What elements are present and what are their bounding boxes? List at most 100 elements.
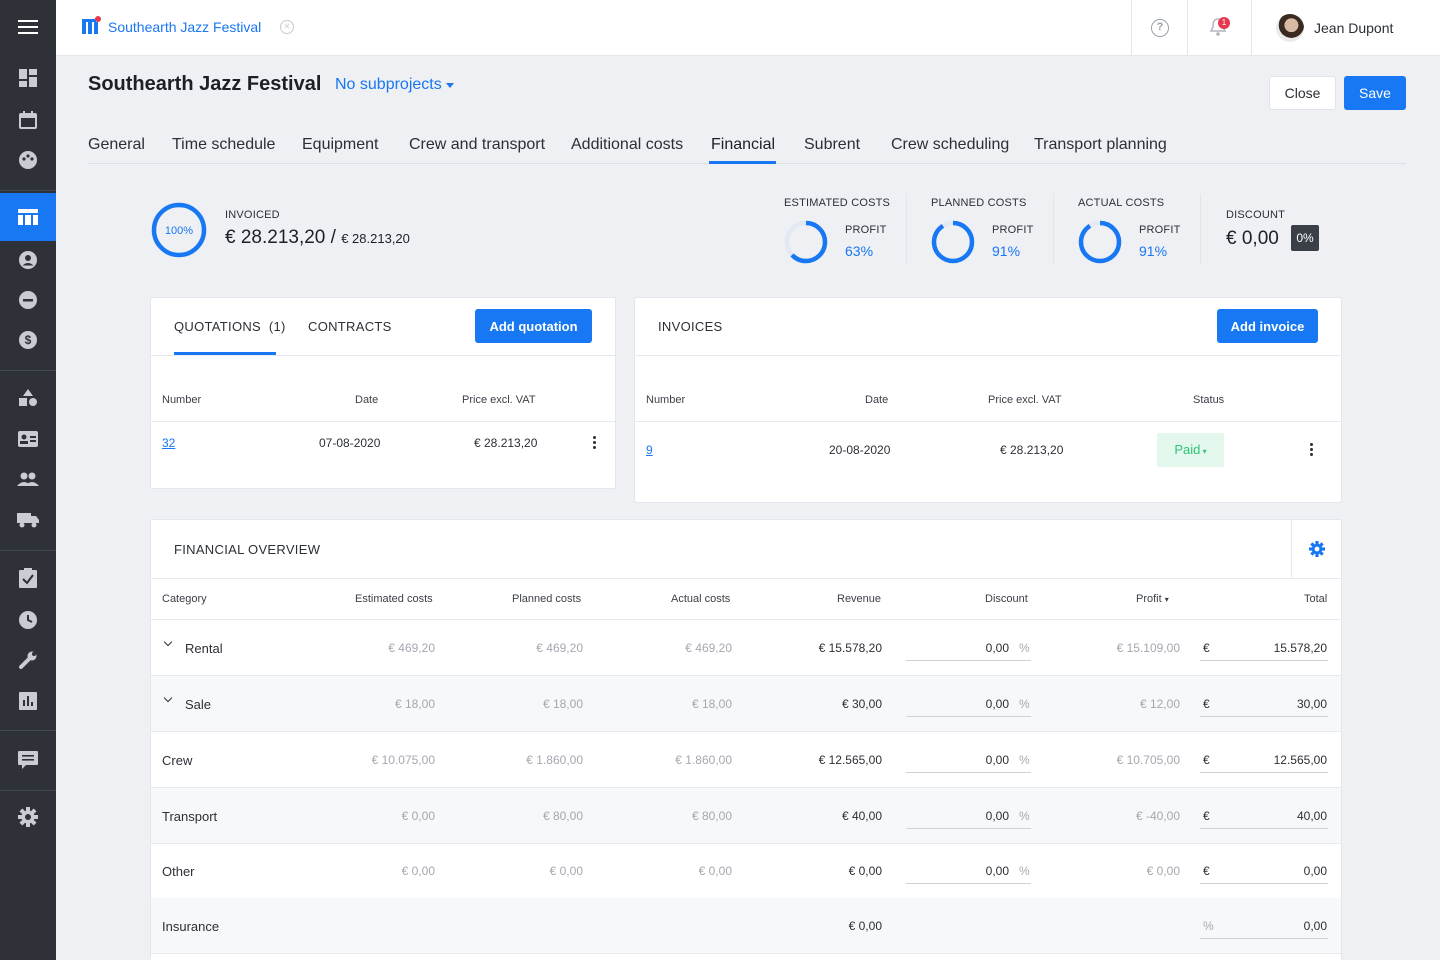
chevron-down-icon[interactable] xyxy=(446,83,454,88)
actual-profit-pct: 91% xyxy=(1139,243,1168,259)
total-input[interactable]: 0,00 xyxy=(1303,919,1327,933)
discount-input[interactable]: 0,00 xyxy=(985,697,1009,711)
total-input[interactable]: 12.565,00 xyxy=(1273,753,1327,767)
column-header-price[interactable]: Price excl. VAT xyxy=(988,394,1062,406)
id-card-icon[interactable] xyxy=(0,419,56,459)
quotation-date: 07-08-2020 xyxy=(319,436,381,450)
checklist-icon[interactable] xyxy=(0,558,56,598)
invoiced-label: INVOICED xyxy=(225,209,280,221)
clock-icon[interactable] xyxy=(0,600,56,640)
column-header-date[interactable]: Date xyxy=(865,394,889,406)
user-name[interactable]: Jean Dupont xyxy=(1314,20,1394,36)
estimated-cost: € 10.075,00 xyxy=(371,753,435,767)
tab-transport-planning[interactable]: Transport planning xyxy=(1034,136,1167,153)
tab-time-schedule[interactable]: Time schedule xyxy=(172,136,276,153)
tab-general[interactable]: General xyxy=(88,136,145,153)
currency-sign: € xyxy=(1203,697,1210,711)
column-header-number[interactable]: Number xyxy=(646,394,686,406)
tab-crew-scheduling[interactable]: Crew scheduling xyxy=(891,136,1010,153)
close-project-tab-icon[interactable]: ✕ xyxy=(280,20,294,34)
add-quotation-button[interactable]: Add quotation xyxy=(475,309,592,343)
quotation-row-menu-icon[interactable] xyxy=(593,436,597,451)
invoice-number-link[interactable]: 9 xyxy=(646,443,653,457)
quotation-number-link[interactable]: 32 xyxy=(162,436,176,450)
add-invoice-button[interactable]: Add invoice xyxy=(1217,309,1318,343)
actual-costs-label: ACTUAL COSTS xyxy=(1078,197,1165,209)
currency-sign: € xyxy=(1203,864,1210,878)
tab-crew-and-transport[interactable]: Crew and transport xyxy=(409,136,546,153)
estimated-cost: € 469,20 xyxy=(388,641,435,655)
column-header-planned[interactable]: Planned costs xyxy=(512,593,582,605)
crew-icon[interactable] xyxy=(0,459,56,499)
discount-input[interactable]: 0,00 xyxy=(985,809,1009,823)
column-header-date[interactable]: Date xyxy=(355,394,379,406)
column-header-revenue[interactable]: Revenue xyxy=(837,593,882,605)
truck-icon[interactable] xyxy=(0,500,56,540)
column-header-status[interactable]: Status xyxy=(1193,394,1225,406)
category-label[interactable]: Sale xyxy=(185,697,212,712)
tab-contracts[interactable]: CONTRACTS xyxy=(308,319,392,334)
column-header-discount[interactable]: Discount xyxy=(985,593,1028,605)
total-input[interactable]: 30,00 xyxy=(1296,697,1327,711)
project-breadcrumb[interactable]: Southearth Jazz Festival xyxy=(108,19,262,35)
financial-overview-title: FINANCIAL OVERVIEW xyxy=(174,542,321,557)
messages-icon[interactable] xyxy=(0,740,56,780)
avatar[interactable] xyxy=(1276,14,1304,42)
active-tab-indicator xyxy=(709,161,776,164)
revenue-value: € 15.578,20 xyxy=(818,641,882,655)
total-input[interactable]: 40,00 xyxy=(1296,809,1327,823)
projects-icon[interactable] xyxy=(0,193,56,241)
discount-input[interactable]: 0,00 xyxy=(985,753,1009,767)
gear-icon[interactable] xyxy=(1309,541,1325,557)
planned-cost: € 469,20 xyxy=(536,641,583,655)
column-header-price[interactable]: Price excl. VAT xyxy=(462,394,536,406)
planned-costs-label: PLANNED COSTS xyxy=(931,197,1027,209)
invoice-row-menu-icon[interactable] xyxy=(1310,443,1314,458)
close-button[interactable]: Close xyxy=(1269,76,1336,110)
invoiced-pct: 100% xyxy=(165,225,193,237)
total-input[interactable]: 0,00 xyxy=(1303,864,1327,878)
category-label[interactable]: Rental xyxy=(185,641,223,656)
inventory-icon[interactable] xyxy=(0,378,56,418)
status-badge[interactable]: Paid ▾ xyxy=(1157,433,1224,467)
actual-profit-label: PROFIT xyxy=(1139,224,1181,236)
dashboard-icon[interactable] xyxy=(0,58,56,98)
menu-icon[interactable] xyxy=(0,7,56,47)
total-input[interactable]: 15.578,20 xyxy=(1273,641,1327,655)
discount-input[interactable]: 0,00 xyxy=(985,864,1009,878)
tab-equipment[interactable]: Equipment xyxy=(302,136,379,153)
speedometer-icon[interactable] xyxy=(0,280,56,320)
revenue-value: € 0,00 xyxy=(848,919,882,933)
column-header-actual[interactable]: Actual costs xyxy=(671,593,731,605)
discount-input[interactable]: 0,00 xyxy=(985,641,1009,655)
tab-financial[interactable]: Financial xyxy=(711,136,776,153)
reports-icon[interactable] xyxy=(0,681,56,721)
quotations-tab-indicator xyxy=(174,352,276,355)
planned-profit-pct: 91% xyxy=(992,243,1021,259)
actual-cost: € 0,00 xyxy=(698,864,732,878)
actual-cost: € 18,00 xyxy=(691,697,732,711)
calendar-icon[interactable] xyxy=(0,100,56,140)
financial-overview-card xyxy=(150,519,1342,960)
column-header-number[interactable]: Number xyxy=(162,394,202,406)
subprojects-dropdown[interactable]: No subprojects xyxy=(335,76,442,93)
settings-icon[interactable] xyxy=(0,797,56,837)
column-header-total[interactable]: Total xyxy=(1304,593,1328,605)
planned-cost: € 18,00 xyxy=(542,697,583,711)
column-header-category[interactable]: Category xyxy=(162,593,207,605)
planned-cost: € 0,00 xyxy=(549,864,583,878)
dollar-icon[interactable]: $ xyxy=(0,320,56,360)
tab-quotations[interactable]: QUOTATIONS (1) xyxy=(174,319,286,334)
column-header-profit[interactable]: Profit ▾ xyxy=(1136,593,1169,605)
tab-additional-costs[interactable]: Additional costs xyxy=(571,136,684,153)
tab-subrent[interactable]: Subrent xyxy=(804,136,861,153)
percent-sign: % xyxy=(1019,809,1030,823)
percent-sign: % xyxy=(1019,753,1030,767)
help-icon[interactable]: ? xyxy=(1151,19,1169,37)
column-header-estimated[interactable]: Estimated costs xyxy=(355,593,433,605)
wrench-icon[interactable] xyxy=(0,640,56,680)
palette-icon[interactable] xyxy=(0,140,56,180)
discount-pct-badge: 0% xyxy=(1291,225,1319,251)
contacts-icon[interactable] xyxy=(0,240,56,280)
save-button[interactable]: Save xyxy=(1344,76,1406,110)
